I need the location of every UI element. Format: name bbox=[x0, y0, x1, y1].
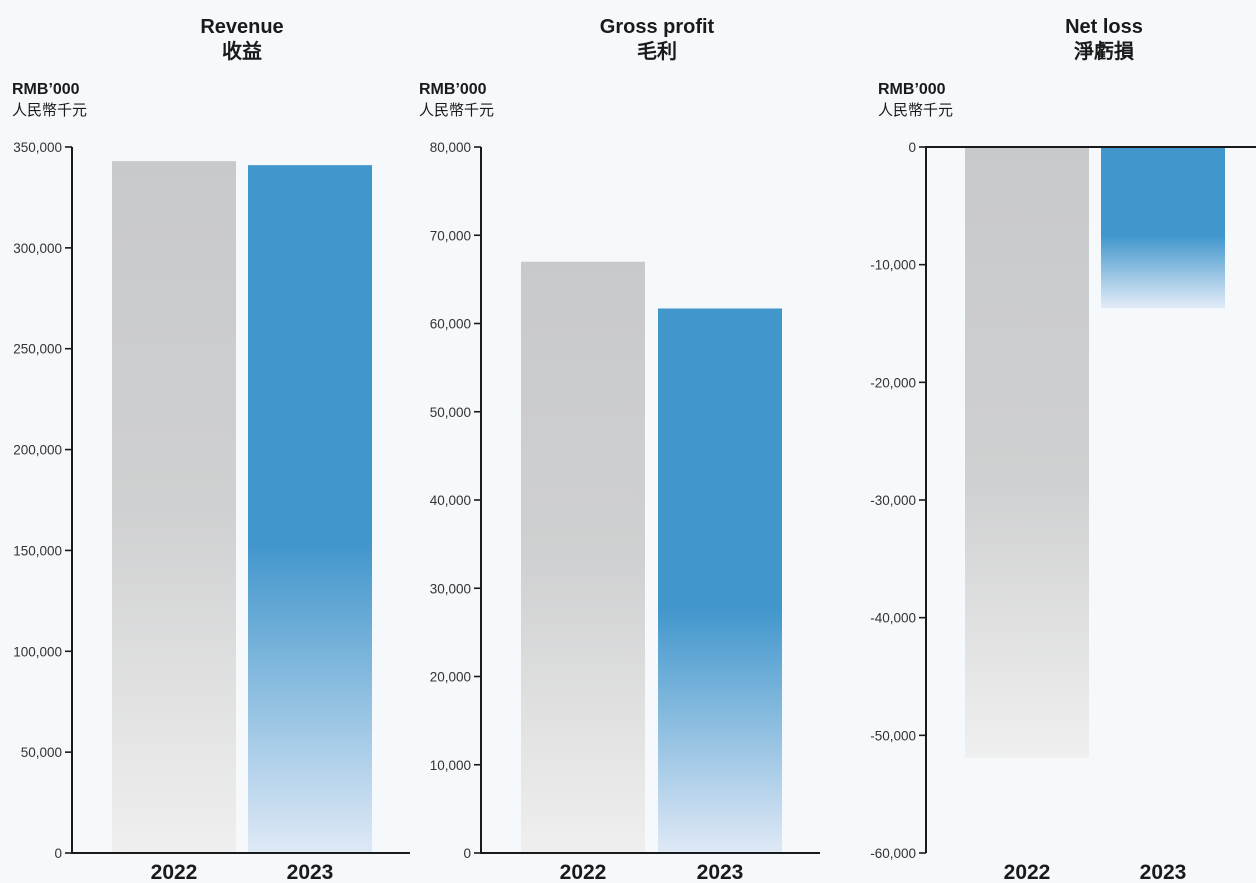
gross-profit-tick-label: 70,000 bbox=[430, 228, 471, 243]
revenue-panel: Revenue 收益 RMB’000 人民幣千元 0 50,000 100,000 1… bbox=[12, 16, 410, 883]
net-loss-title-zh: 淨虧損 bbox=[1074, 39, 1135, 63]
gross-profit-unit-zh: 人民幣千元 bbox=[419, 101, 494, 119]
revenue-tick-label: 0 bbox=[54, 846, 62, 861]
net-loss-panel: Net loss 淨虧損 RMB’000 人民幣千元 0 -10,000 -20,0… bbox=[870, 16, 1256, 883]
revenue-tick-label: 150,000 bbox=[13, 543, 62, 558]
revenue-category-label: 2022 bbox=[151, 861, 198, 883]
net-loss-bar-2022 bbox=[965, 147, 1089, 758]
net-loss-tick-label: 0 bbox=[908, 140, 916, 155]
revenue-tick-label: 250,000 bbox=[13, 342, 62, 357]
gross-profit-tick-label: 60,000 bbox=[430, 317, 471, 332]
net-loss-tick-label: -30,000 bbox=[870, 493, 916, 508]
net-loss-category-label: 2022 bbox=[1004, 861, 1051, 883]
gross-profit-tick-label: 40,000 bbox=[430, 493, 471, 508]
gross-profit-panel: Gross profit 毛利 RMB’000 人民幣千元 0 10,000 20,… bbox=[419, 16, 820, 883]
net-loss-tick-label: -60,000 bbox=[870, 846, 916, 861]
net-loss-title: Net loss bbox=[1065, 16, 1143, 38]
gross-profit-tick-label: 30,000 bbox=[430, 581, 471, 596]
revenue-unit: RMB’000 bbox=[12, 81, 80, 98]
net-loss-tick-label: -20,000 bbox=[870, 375, 916, 390]
gross-profit-category-label: 2023 bbox=[697, 861, 744, 883]
net-loss-unit-zh: 人民幣千元 bbox=[878, 101, 953, 119]
revenue-category-label: 2023 bbox=[287, 861, 334, 883]
net-loss-plot: 0 -10,000 -20,000 -30,000 -40,000 -50,000 -60,… bbox=[870, 140, 1256, 883]
gross-profit-tick-label: 80,000 bbox=[430, 140, 471, 155]
revenue-title: Revenue bbox=[200, 16, 283, 38]
net-loss-bar-2023 bbox=[1101, 147, 1225, 309]
gross-profit-tick-label: 0 bbox=[463, 846, 471, 861]
gross-profit-plot: 0 10,000 20,000 30,000 40,000 50,000 60,000 70,… bbox=[430, 140, 820, 883]
revenue-tick-label: 300,000 bbox=[13, 241, 62, 256]
revenue-plot: 0 50,000 100,000 150,000 200,000 250,000 300,0… bbox=[13, 140, 410, 883]
gross-profit-bar-2023 bbox=[658, 308, 782, 853]
net-loss-category-label: 2023 bbox=[1140, 861, 1187, 883]
net-loss-tick-label: -10,000 bbox=[870, 258, 916, 273]
revenue-bar-2022 bbox=[112, 161, 236, 853]
gross-profit-title: Gross profit bbox=[600, 16, 715, 38]
revenue-title-zh: 收益 bbox=[222, 39, 262, 63]
gross-profit-tick-label: 50,000 bbox=[430, 405, 471, 420]
net-loss-tick-label: -40,000 bbox=[870, 611, 916, 626]
revenue-tick-label: 200,000 bbox=[13, 443, 62, 458]
gross-profit-bar-2022 bbox=[521, 261, 645, 854]
revenue-bar-2023 bbox=[248, 165, 372, 853]
gross-profit-title-zh: 毛利 bbox=[637, 40, 677, 63]
revenue-tick-label: 50,000 bbox=[21, 745, 62, 760]
gross-profit-tick-label: 20,000 bbox=[430, 670, 471, 685]
net-loss-tick-label: -50,000 bbox=[870, 728, 916, 743]
gross-profit-category-label: 2022 bbox=[560, 861, 607, 883]
gross-profit-tick-label: 10,000 bbox=[430, 758, 471, 773]
revenue-tick-label: 100,000 bbox=[13, 644, 62, 659]
revenue-tick-label: 350,000 bbox=[13, 140, 62, 155]
net-loss-unit: RMB’000 bbox=[878, 81, 946, 98]
gross-profit-unit: RMB’000 bbox=[419, 81, 487, 98]
revenue-unit-zh: 人民幣千元 bbox=[12, 101, 87, 119]
